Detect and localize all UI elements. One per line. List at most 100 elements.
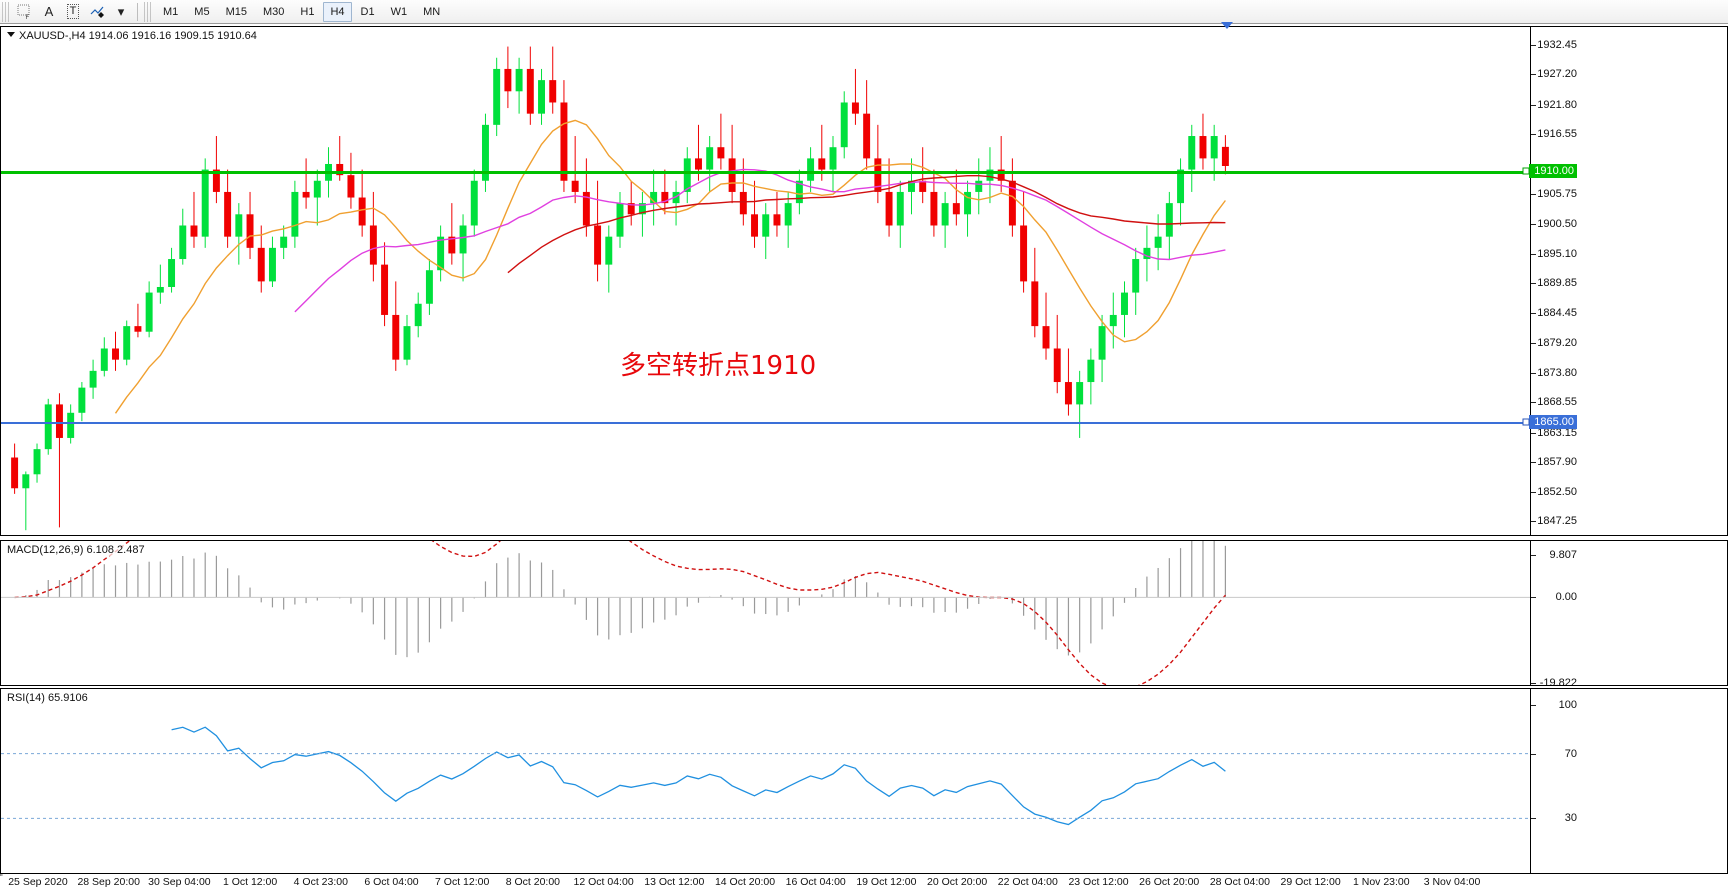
timeframe-m1[interactable]: M1 [163,5,179,18]
price-plot-area[interactable] [1,27,1727,535]
price-tick-label: 1873.80 [1537,366,1577,379]
main-toolbar: F A T ▾ M1 M5 M15 M30 H1 H4 D1 W1 MN [0,0,1728,24]
label-tool-icon[interactable]: T [62,2,84,22]
rsi-tick-label: 70 [1564,747,1577,760]
toolbar-dropdown-arrow-icon[interactable]: ▾ [117,3,125,19]
date-tick-label: 28 Oct 04:00 [1209,876,1270,888]
objects-tool-icon[interactable] [86,2,108,22]
horizontal-level-line-1910-00[interactable] [1,170,1533,174]
price-tick-mark [1531,45,1536,47]
date-axis[interactable]: 25 Sep 2020 28 Sep 20:00 30 Sep 04:00 1 Oct… [0,876,1728,890]
price-chart-title: XAUUSD-,H4 1914.06 1916.16 1909.15 1910.… [19,30,257,42]
date-tick-label: 16 Oct 04:00 [785,876,846,888]
price-tick-label: 1863.15 [1537,426,1577,439]
date-tick-label: 3 Nov 04:00 [1423,876,1481,888]
price-level-badge-1910-00[interactable]: 1910.00 [1529,163,1577,178]
price-axis-divider [1530,27,1531,535]
rsi-plot-area[interactable] [1,689,1727,873]
date-tick-label: 4 Oct 23:00 [293,876,348,888]
price-tick-mark [1531,492,1536,494]
svg-text:F: F [26,15,30,20]
macd-plot-area[interactable] [1,541,1727,685]
timeframe-h1[interactable]: H1 [300,5,315,18]
price-tick-mark [1531,461,1536,463]
rsi-indicator-panel[interactable]: RSI(14) 65.9106 100 70 30 [0,688,1728,874]
timeframe-grip-icon[interactable] [144,1,153,22]
rsi-tick-label: 30 [1564,812,1577,825]
rsi-tick-label: 100 [1558,699,1577,711]
price-tick-mark [1531,223,1536,225]
rsi-svg [1,726,1531,826]
timeframe-m15[interactable]: M15 [225,5,247,18]
date-tick-label: 1 Nov 23:00 [1352,876,1410,888]
price-tick-label: 1847.25 [1537,515,1577,528]
date-tick-label: 29 Oct 12:00 [1280,876,1341,888]
macd-axis-divider [1530,541,1531,685]
date-tick-label: 28 Sep 20:00 [77,876,140,888]
price-tick-label: 1900.50 [1537,217,1577,230]
price-tick-label: 1857.90 [1537,455,1577,468]
timeframe-mn[interactable]: MN [423,5,441,18]
price-level-handle[interactable] [1522,167,1530,175]
price-tick-label: 1852.50 [1537,486,1577,499]
price-level-handle[interactable] [1522,418,1530,426]
panel-collapse-caret-icon[interactable] [7,32,15,37]
price-tick-label: 1884.45 [1537,307,1577,320]
macd-tick-label: -19.822 [1539,677,1577,686]
price-tick-mark [1531,104,1536,106]
date-tick-label: 12 Oct 04:00 [573,876,634,888]
rsi-tick-mark [1531,753,1536,755]
date-tick-label: 22 Oct 04:00 [997,876,1058,888]
macd-tick-label: 0.00 [1555,591,1577,604]
macd-tick-mark [1531,555,1536,556]
price-tick-mark [1531,194,1536,196]
drag-grip-icon[interactable] [2,1,11,22]
price-tick-label: 1879.20 [1537,336,1577,349]
rsi-label: RSI(14) 65.9106 [7,692,88,704]
price-candlestick-svg [11,46,1229,531]
price-tick-label: 1932.45 [1537,39,1577,52]
price-tick-label: 1916.55 [1537,127,1577,140]
price-tick-mark [1531,313,1536,315]
rsi-tick-mark [1531,818,1536,820]
chart-annotation-text[interactable]: 多空转折点1910 [620,351,817,381]
date-tick-label: 8 Oct 20:00 [505,876,561,888]
price-tick-mark [1531,74,1536,76]
price-tick-label: 1889.85 [1537,277,1577,290]
date-tick-label: 1 Oct 12:00 [222,876,278,888]
price-tick-label: 1927.20 [1537,68,1577,81]
price-tick-mark [1531,432,1536,434]
horizontal-level-line-1865-00[interactable] [1,422,1533,425]
price-tick-mark [1531,283,1536,285]
date-tick-label: 20 Oct 20:00 [927,876,988,888]
macd-indicator-panel[interactable]: MACD(12,26,9) 6.108 2.487 9.807 0.00 -19.8… [0,540,1728,686]
date-tick-label: 7 Oct 12:00 [435,876,490,888]
label-tool-glyph: T [66,4,80,19]
date-tick-label: 13 Oct 12:00 [644,876,705,888]
macd-label: MACD(12,26,9) 6.108 2.487 [7,544,145,556]
rsi-tick-mark [1531,705,1536,706]
timeframe-d1[interactable]: D1 [360,5,375,18]
price-level-badge-1865-00[interactable]: 1865.00 [1529,415,1577,430]
price-tick-label: 1921.80 [1537,98,1577,111]
text-tool-icon[interactable]: A [44,4,54,19]
timeframe-w1[interactable]: W1 [390,5,408,18]
price-chart-panel[interactable]: XAUUSD-,H4 1914.06 1916.16 1909.15 1910.… [0,26,1728,536]
macd-tick-label: 9.807 [1549,549,1577,561]
date-tick-label: 23 Oct 12:00 [1068,876,1129,888]
price-tick-mark [1531,521,1536,523]
timeframe-h4[interactable]: H4 [323,1,352,22]
macd-tick-mark [1531,683,1536,684]
price-tick-label: 1895.10 [1537,247,1577,260]
timeframe-m30[interactable]: M30 [262,5,285,18]
timeframe-m5[interactable]: M5 [194,5,210,18]
date-tick-label: 14 Oct 20:00 [714,876,776,888]
price-tick-mark [1531,402,1536,404]
price-tick-mark [1531,372,1536,374]
price-tick-mark [1531,342,1536,344]
macd-tick-mark [1531,597,1536,599]
crosshair-tool-icon[interactable]: F [14,2,36,22]
date-tick-label: 6 Oct 04:00 [364,876,419,888]
chart-top-marker-icon [1221,22,1233,29]
